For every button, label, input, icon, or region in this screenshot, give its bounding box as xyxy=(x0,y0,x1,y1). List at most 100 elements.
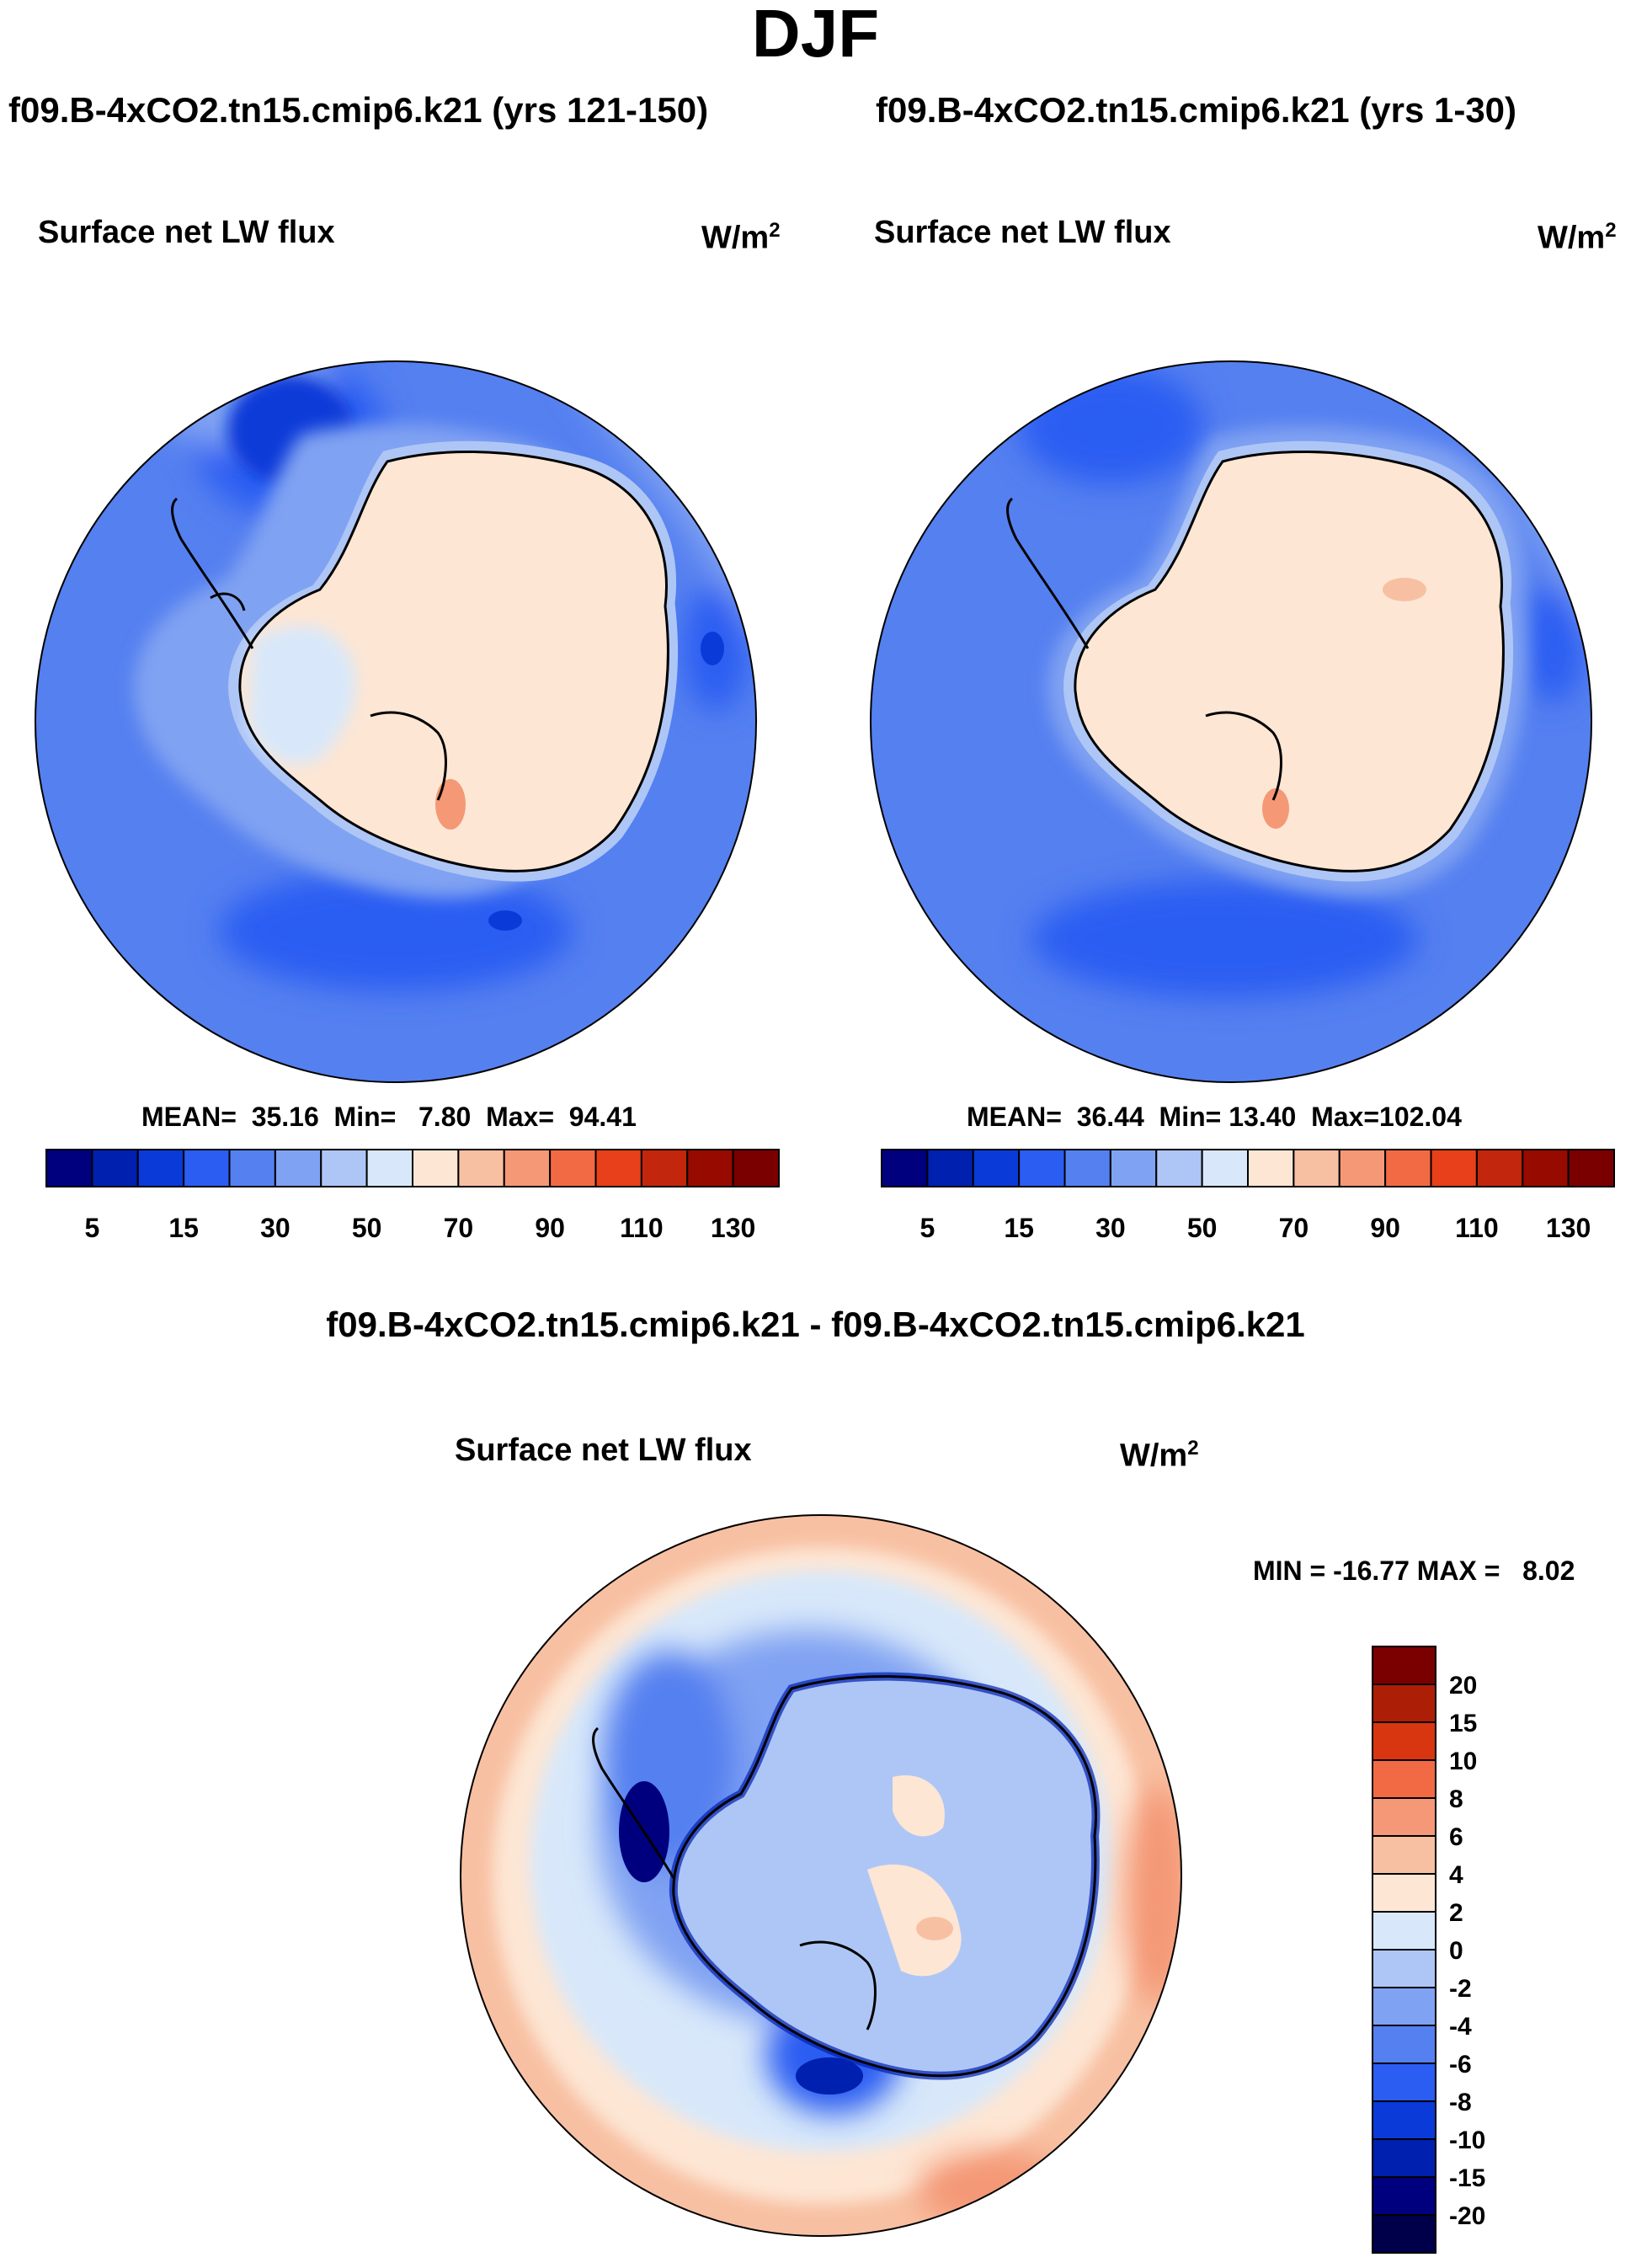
difference-map xyxy=(461,1515,1181,2236)
colorbar-swatch xyxy=(136,1149,185,1187)
colorbar-swatch xyxy=(640,1149,689,1187)
colorbar-tick-label: -2 xyxy=(1449,1975,1472,2003)
peninsula-coast xyxy=(171,497,254,649)
colorbar-swatch xyxy=(45,1149,93,1187)
panel-2-map-border xyxy=(870,360,1592,1083)
panel-2-colorbar: 5 15 30 50 70 90 110 130 xyxy=(881,1149,1615,1243)
ross-coast xyxy=(799,1940,877,2031)
colorbar-swatch xyxy=(1522,1149,1570,1187)
panel-2-units: W/m2 xyxy=(1538,219,1617,256)
colorbar-swatch xyxy=(1372,2176,1436,2216)
continent-fill xyxy=(1074,451,1504,872)
panel-1-colorbar: 5 15 30 50 70 90 110 130 xyxy=(45,1149,780,1243)
colorbar-swatch xyxy=(1109,1149,1158,1187)
peninsula-coast xyxy=(592,1726,675,1879)
colorbar-swatch xyxy=(1475,1149,1524,1187)
ice-shelf-outline xyxy=(210,592,246,611)
coastline xyxy=(1074,450,1505,873)
colorbar-tick-label: -20 xyxy=(1449,2202,1485,2230)
difference-stats: MIN = -16.77 MAX = 8.02 xyxy=(1253,1556,1575,1586)
colorbar-swatch xyxy=(457,1149,505,1187)
colorbar-tick-label: 15 xyxy=(1449,1710,1477,1737)
colorbar-tick-label: 50 xyxy=(1187,1213,1218,1243)
ross-min xyxy=(796,2057,863,2095)
colorbar-swatch xyxy=(320,1149,368,1187)
colorbar-tick-label: 130 xyxy=(711,1213,755,1243)
panel-2-map xyxy=(871,361,1591,1082)
panel-1-field-label: Surface net LW flux xyxy=(38,215,335,250)
west-light-patch xyxy=(248,626,356,765)
colorbar-tick-label: 4 xyxy=(1449,1861,1463,1889)
colorbar-swatch xyxy=(1372,1835,1436,1875)
colorbar-swatch xyxy=(1372,1949,1436,1988)
colorbar-tick-label: 90 xyxy=(535,1213,565,1243)
colorbar-swatch xyxy=(1063,1149,1111,1187)
colorbar-swatch xyxy=(1372,1759,1436,1799)
colorbar-swatch xyxy=(1372,1797,1436,1837)
colorbar-swatch xyxy=(1372,2100,1436,2140)
warm-patch-2 xyxy=(893,1775,945,1837)
warm-patch-1 xyxy=(867,1864,962,1977)
warm-spot xyxy=(435,779,466,830)
warm-spot xyxy=(1262,788,1289,829)
colorbar-swatch xyxy=(972,1149,1021,1187)
colorbar-tick-label: 6 xyxy=(1449,1823,1463,1851)
ross-core xyxy=(488,910,522,931)
colorbar-tick-label: -15 xyxy=(1449,2164,1485,2192)
colorbar-swatch xyxy=(1372,1873,1436,1913)
colorbar-swatch xyxy=(732,1149,780,1187)
east-core xyxy=(701,632,724,665)
colorbar-tick-label: 70 xyxy=(444,1213,474,1243)
colorbar-swatch xyxy=(365,1149,413,1187)
colorbar-tick-label: -10 xyxy=(1449,2127,1485,2154)
ross-coast xyxy=(370,711,447,801)
colorbar-swatch xyxy=(503,1149,552,1187)
difference-units: W/m2 xyxy=(1120,1437,1199,1474)
colorbar-swatch xyxy=(1018,1149,1066,1187)
colorbar-swatch xyxy=(1372,1911,1436,1950)
ross-low xyxy=(219,870,573,991)
colorbar-swatch xyxy=(1372,2214,1436,2254)
colorbar-tick-label: 5 xyxy=(919,1213,935,1243)
panel-1-units: W/m2 xyxy=(701,219,781,256)
colorbar-swatch xyxy=(274,1149,322,1187)
east-low xyxy=(1524,585,1583,703)
colorbar-swatch xyxy=(183,1149,231,1187)
colorbar-swatch xyxy=(91,1149,139,1187)
colorbar-tick-label: 20 xyxy=(1449,1672,1477,1700)
colorbar-tick-label: 8 xyxy=(1449,1785,1463,1813)
colorbar-tick-label: -8 xyxy=(1449,2089,1472,2116)
continent-fill xyxy=(239,451,669,872)
colorbar-tick-label: 90 xyxy=(1370,1213,1400,1243)
colorbar-tick-label: 0 xyxy=(1449,1937,1463,1965)
colorbar-swatch xyxy=(1372,1721,1436,1761)
colorbar-swatch xyxy=(1372,1987,1436,2026)
colorbar-swatch xyxy=(1372,2025,1436,2064)
panel-2-stats: MEAN= 36.44 Min= 13.40 Max=102.04 xyxy=(967,1102,1462,1132)
weddell-low xyxy=(1019,366,1204,484)
colorbar-swatch xyxy=(1338,1149,1387,1187)
ross-coast xyxy=(1205,711,1282,801)
season-title: DJF xyxy=(751,0,880,71)
colorbar-tick-label: 10 xyxy=(1449,1748,1477,1775)
colorbar-tick-label: 15 xyxy=(168,1213,199,1243)
colorbar-swatch xyxy=(1430,1149,1478,1187)
panel-1-title: f09.B-4xCO2.tn15.cmip6.k21 (yrs 121-150) xyxy=(8,90,709,130)
panel-1-stats: MEAN= 35.16 Min= 7.80 Max= 94.41 xyxy=(141,1102,637,1132)
colorbar-tick-label: 30 xyxy=(1095,1213,1126,1243)
peninsula-coast xyxy=(1006,497,1090,649)
colorbar-tick-label: 70 xyxy=(1279,1213,1309,1243)
colorbar-tick-label: 30 xyxy=(260,1213,290,1243)
colorbar-swatch xyxy=(881,1149,929,1187)
colorbar-swatch xyxy=(1372,2138,1436,2178)
colorbar-tick-label: 110 xyxy=(620,1213,664,1243)
colorbar-tick-label: 5 xyxy=(84,1213,99,1243)
colorbar-swatch xyxy=(686,1149,734,1187)
warm-spot xyxy=(916,1917,953,1940)
colorbar-swatch xyxy=(1201,1149,1249,1187)
colorbar-swatch xyxy=(926,1149,974,1187)
colorbar-swatch xyxy=(1384,1149,1432,1187)
difference-map-border xyxy=(460,1514,1182,2237)
